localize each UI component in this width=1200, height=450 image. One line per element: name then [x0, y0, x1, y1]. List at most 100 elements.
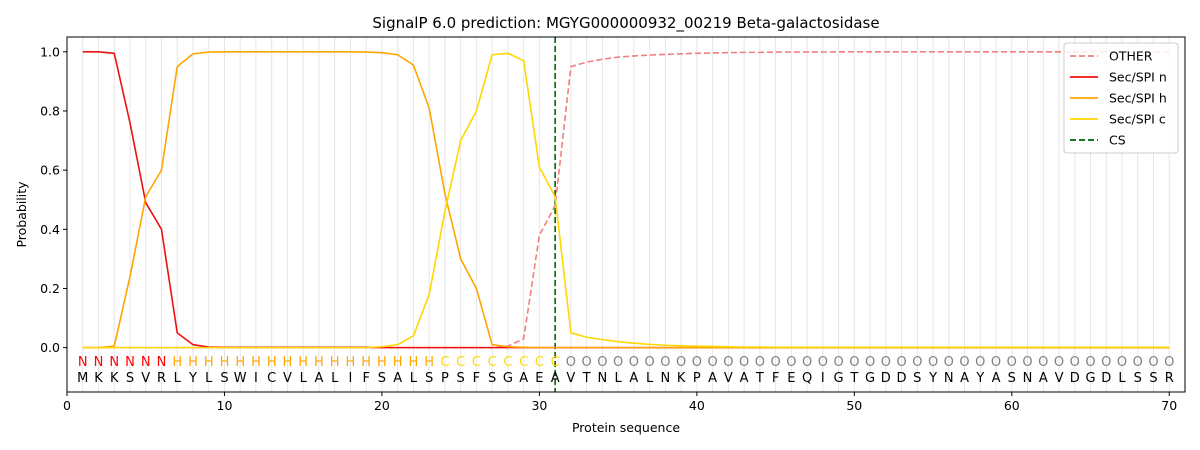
region-label: O [566, 355, 576, 370]
region-label: O [582, 355, 592, 370]
residue-label: S [126, 371, 134, 386]
legend-box [1063, 42, 1179, 154]
region-label: O [802, 355, 812, 370]
region-label: O [1070, 355, 1080, 370]
y-tick-label: 1.0 [40, 44, 60, 59]
y-tick-label: 0.8 [40, 103, 60, 118]
y-axis-ticks: 0.0 0.2 0.4 0.6 0.8 1.0 [40, 44, 67, 355]
residue-label: S [457, 371, 465, 386]
region-label: H [188, 355, 198, 370]
legend-label: OTHER [1109, 49, 1153, 64]
region-label: O [723, 355, 733, 370]
residue-label: L [646, 371, 654, 386]
region-label: O [1085, 355, 1095, 370]
region-label: O [1148, 355, 1158, 370]
residue-label: N [598, 371, 608, 386]
region-label: O [849, 355, 859, 370]
residue-label: T [755, 371, 764, 386]
residue-label: G [865, 371, 875, 386]
residue-label: K [110, 371, 119, 386]
residue-label: P [693, 371, 701, 386]
grid-lines [82, 37, 1170, 392]
residue-label: G [1085, 371, 1095, 386]
residue-label: D [1070, 371, 1080, 386]
residue-label: G [503, 371, 513, 386]
y-tick-label: 0.6 [40, 163, 60, 178]
region-label: O [786, 355, 796, 370]
residue-label: V [724, 371, 733, 386]
region-label: O [833, 355, 843, 370]
plot-frame [66, 36, 1186, 393]
region-label: H [251, 355, 261, 370]
region-label: H [330, 355, 340, 370]
residue-label: R [1165, 371, 1174, 386]
region-label: O [1022, 355, 1032, 370]
residue-label: F [473, 371, 480, 386]
residue-label: E [535, 371, 543, 386]
region-label: O [1007, 355, 1017, 370]
region-label: H [172, 355, 182, 370]
region-label: O [1038, 355, 1048, 370]
residue-label: S [220, 371, 228, 386]
region-label: H [361, 355, 371, 370]
region-label: C [535, 355, 544, 370]
residue-label: A [393, 371, 402, 386]
residue-label: L [205, 371, 213, 386]
region-label: O [692, 355, 702, 370]
residue-label: V [1055, 371, 1064, 386]
region-label: O [818, 355, 828, 370]
region-label: C [503, 355, 512, 370]
region-label: C [488, 355, 497, 370]
x-tick-label: 10 [217, 398, 233, 413]
region-label: N [78, 355, 88, 370]
series-line-sec-spi-c [82, 52, 1170, 349]
x-tick-label: 0 [63, 398, 71, 413]
residue-label: R [157, 371, 166, 386]
residue-label: A [314, 371, 323, 386]
residue-label: S [913, 371, 921, 386]
region-label: N [141, 355, 151, 370]
residue-label: T [849, 371, 858, 386]
residue-label: V [283, 371, 292, 386]
region-label: C [519, 355, 528, 370]
legend-label: Sec/SPI n [1109, 70, 1167, 85]
residue-label: S [1149, 371, 1157, 386]
x-axis-ticks: 0 10 20 30 40 50 60 70 [63, 392, 1177, 413]
residue-label: A [1039, 371, 1048, 386]
legend-label: CS [1109, 133, 1126, 148]
region-label: O [660, 355, 670, 370]
region-label: H [235, 355, 245, 370]
region-label: O [975, 355, 985, 370]
residue-label: I [254, 371, 258, 386]
residue-label: M [77, 371, 88, 386]
region-label: N [109, 355, 119, 370]
region-label: C [456, 355, 465, 370]
x-axis-label: Protein sequence [572, 420, 680, 435]
y-tick-label: 0.4 [40, 222, 60, 237]
residue-label: K [677, 371, 686, 386]
residue-label: L [300, 371, 308, 386]
chart-title: SignalP 6.0 prediction: MGYG000000932_00… [372, 14, 879, 33]
region-label: H [409, 355, 419, 370]
region-label: H [298, 355, 308, 370]
region-label: O [739, 355, 749, 370]
region-label: O [645, 355, 655, 370]
region-label: H [377, 355, 387, 370]
residue-label: A [519, 371, 528, 386]
residue-label: Y [188, 371, 197, 386]
residue-label: S [1008, 371, 1016, 386]
region-label: O [944, 355, 954, 370]
residue-label: I [821, 371, 825, 386]
residue-label: L [174, 371, 182, 386]
region-label: O [1164, 355, 1174, 370]
residue-label: L [331, 371, 339, 386]
residue-label: N [1023, 371, 1033, 386]
residue-label: S [425, 371, 433, 386]
residue-label: D [897, 371, 907, 386]
y-tick-label: 0.2 [40, 281, 60, 296]
y-axis-label: Probability [14, 181, 29, 248]
residue-label: A [551, 371, 560, 386]
region-label: O [770, 355, 780, 370]
x-tick-label: 70 [1161, 398, 1177, 413]
